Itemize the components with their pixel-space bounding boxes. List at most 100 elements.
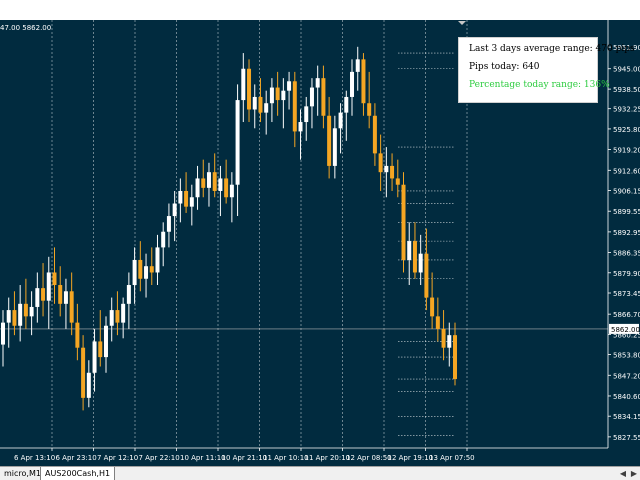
bull-candle-body bbox=[355, 59, 360, 72]
chart-canvas[interactable]: 5951.90 5945.00 5938.50 5932.25 5925.80 5919.… bbox=[0, 20, 640, 466]
price-tick-label: 5847.20 bbox=[613, 372, 640, 380]
bull-candle-body bbox=[315, 78, 320, 88]
price-tick-label: 5945.00 bbox=[613, 66, 640, 74]
bull-candle-body bbox=[218, 178, 223, 191]
time-tick-label: 7 Apr 12:10 bbox=[97, 454, 138, 462]
pips-today-text: Pips today: 640 bbox=[469, 62, 540, 72]
bull-candle-body bbox=[269, 87, 274, 104]
bull-candle-body bbox=[298, 122, 303, 132]
current-price-tag bbox=[609, 323, 639, 334]
bull-candle-body bbox=[241, 68, 246, 101]
time-tick-label: 11 Apr 20:10 bbox=[305, 454, 351, 462]
bear-candle-body bbox=[98, 341, 103, 358]
bull-candle-body bbox=[264, 103, 269, 113]
range-info-panel: Last 3 days average range: 470 pips Pips… bbox=[458, 37, 635, 103]
bear-candle-body bbox=[58, 285, 63, 304]
bear-candle-body bbox=[361, 59, 366, 104]
percentage-range-text: Percentage today range: 136% bbox=[469, 80, 610, 90]
bull-candle-body bbox=[235, 100, 240, 185]
time-tick-label: 12 Apr 19:10 bbox=[388, 454, 434, 462]
average-range-text: Last 3 days average range: 470 pips bbox=[469, 44, 635, 54]
bear-candle-body bbox=[275, 87, 280, 101]
bull-candle-body bbox=[418, 253, 423, 273]
bull-candle-body bbox=[350, 71, 355, 97]
ohlc-readout: 47.00 5862.00 bbox=[0, 24, 52, 32]
bull-candle-body bbox=[18, 303, 23, 326]
price-tick-label: 5919.20 bbox=[613, 147, 640, 155]
bull-candle-body bbox=[29, 306, 34, 317]
candles bbox=[1, 46, 457, 411]
bull-candle-body bbox=[63, 291, 68, 304]
price-tick-label: 5879.90 bbox=[613, 270, 640, 278]
bull-candle-body bbox=[155, 247, 160, 273]
bear-candle-body bbox=[424, 253, 429, 298]
current-price-label: 5862.00 bbox=[611, 326, 640, 334]
price-tick-label: 5873.45 bbox=[613, 290, 640, 298]
bear-candle-body bbox=[81, 347, 86, 398]
bull-candle-body bbox=[304, 106, 309, 123]
bear-candle-body bbox=[372, 115, 377, 154]
bear-candle-body bbox=[23, 303, 28, 317]
bull-candle-body bbox=[407, 241, 412, 260]
collapse-triangle-icon[interactable] bbox=[458, 21, 466, 25]
bear-candle-body bbox=[367, 103, 372, 116]
bear-candle-body bbox=[75, 322, 80, 348]
price-tick-label: 5925.80 bbox=[613, 126, 640, 134]
bull-candle-body bbox=[161, 231, 166, 248]
bear-candle-body bbox=[224, 178, 229, 198]
scroll-left-icon[interactable]: ◀ bbox=[619, 469, 627, 478]
bear-candle-body bbox=[115, 310, 120, 323]
bull-candle-body bbox=[309, 87, 314, 107]
price-tick-label: 5886.35 bbox=[613, 250, 640, 258]
time-tick-label: 6 Apr 23:10 bbox=[56, 454, 97, 462]
bull-candle-body bbox=[144, 266, 149, 279]
bear-candle-body bbox=[378, 153, 383, 173]
bull-candle-body bbox=[206, 172, 211, 188]
price-tick-label: 5932.25 bbox=[613, 106, 640, 114]
bear-candle-body bbox=[149, 266, 154, 273]
price-tick-label: 5834.15 bbox=[613, 413, 640, 421]
bear-candle-body bbox=[327, 115, 332, 166]
bull-candle-body bbox=[178, 190, 183, 204]
bull-candle-body bbox=[229, 184, 234, 198]
bear-candle-body bbox=[69, 291, 74, 323]
bear-candle-body bbox=[430, 297, 435, 317]
tab-aus200cash-h1[interactable]: AUS200Cash,H1 bbox=[40, 467, 116, 480]
bear-candle-body bbox=[395, 178, 400, 185]
price-tick-label: 5866.70 bbox=[613, 311, 640, 319]
time-tick-label: 12 Apr 08:50 bbox=[346, 454, 392, 462]
bull-candle-body bbox=[252, 96, 257, 110]
bull-candle-body bbox=[132, 259, 137, 286]
price-tick-label: 5892.95 bbox=[613, 229, 640, 237]
bull-candle-body bbox=[126, 285, 131, 304]
time-tick-label: 7 Apr 22:10 bbox=[139, 454, 180, 462]
bear-candle-body bbox=[212, 172, 217, 191]
bull-candle-body bbox=[195, 178, 200, 198]
bear-candle-body bbox=[412, 241, 417, 273]
bull-candle-body bbox=[86, 372, 91, 398]
bull-candle-body bbox=[172, 203, 177, 217]
bear-candle-body bbox=[52, 272, 57, 286]
tab-micro-m15[interactable]: micro,M15 bbox=[4, 469, 47, 478]
bear-candle-body bbox=[401, 184, 406, 260]
bull-candle-body bbox=[338, 112, 343, 129]
bull-candle-body bbox=[46, 272, 51, 301]
bull-candle-body bbox=[6, 310, 11, 323]
time-tick-label: 6 Apr 13:10 bbox=[14, 454, 55, 462]
bear-candle-body bbox=[441, 328, 446, 348]
scroll-right-icon[interactable]: ▶ bbox=[630, 469, 638, 478]
bull-candle-body bbox=[1, 322, 5, 345]
bear-candle-body bbox=[184, 190, 189, 207]
bear-candle-body bbox=[258, 96, 263, 113]
bull-candle-body bbox=[109, 310, 114, 326]
bear-candle-body bbox=[321, 78, 326, 116]
bull-candle-body bbox=[35, 288, 40, 307]
bull-candle-body bbox=[344, 96, 349, 113]
time-axis: 6 Apr 13:10 6 Apr 23:10 7 Apr 12:10 7 Apr 2… bbox=[0, 447, 608, 462]
bull-candle-body bbox=[384, 165, 389, 173]
bull-candle-body bbox=[332, 128, 337, 166]
bull-candle-body bbox=[103, 325, 108, 358]
bull-candle-body bbox=[166, 216, 171, 232]
price-tick-label: 5938.50 bbox=[613, 86, 640, 94]
price-tick-label: 5860.25 bbox=[613, 331, 640, 339]
